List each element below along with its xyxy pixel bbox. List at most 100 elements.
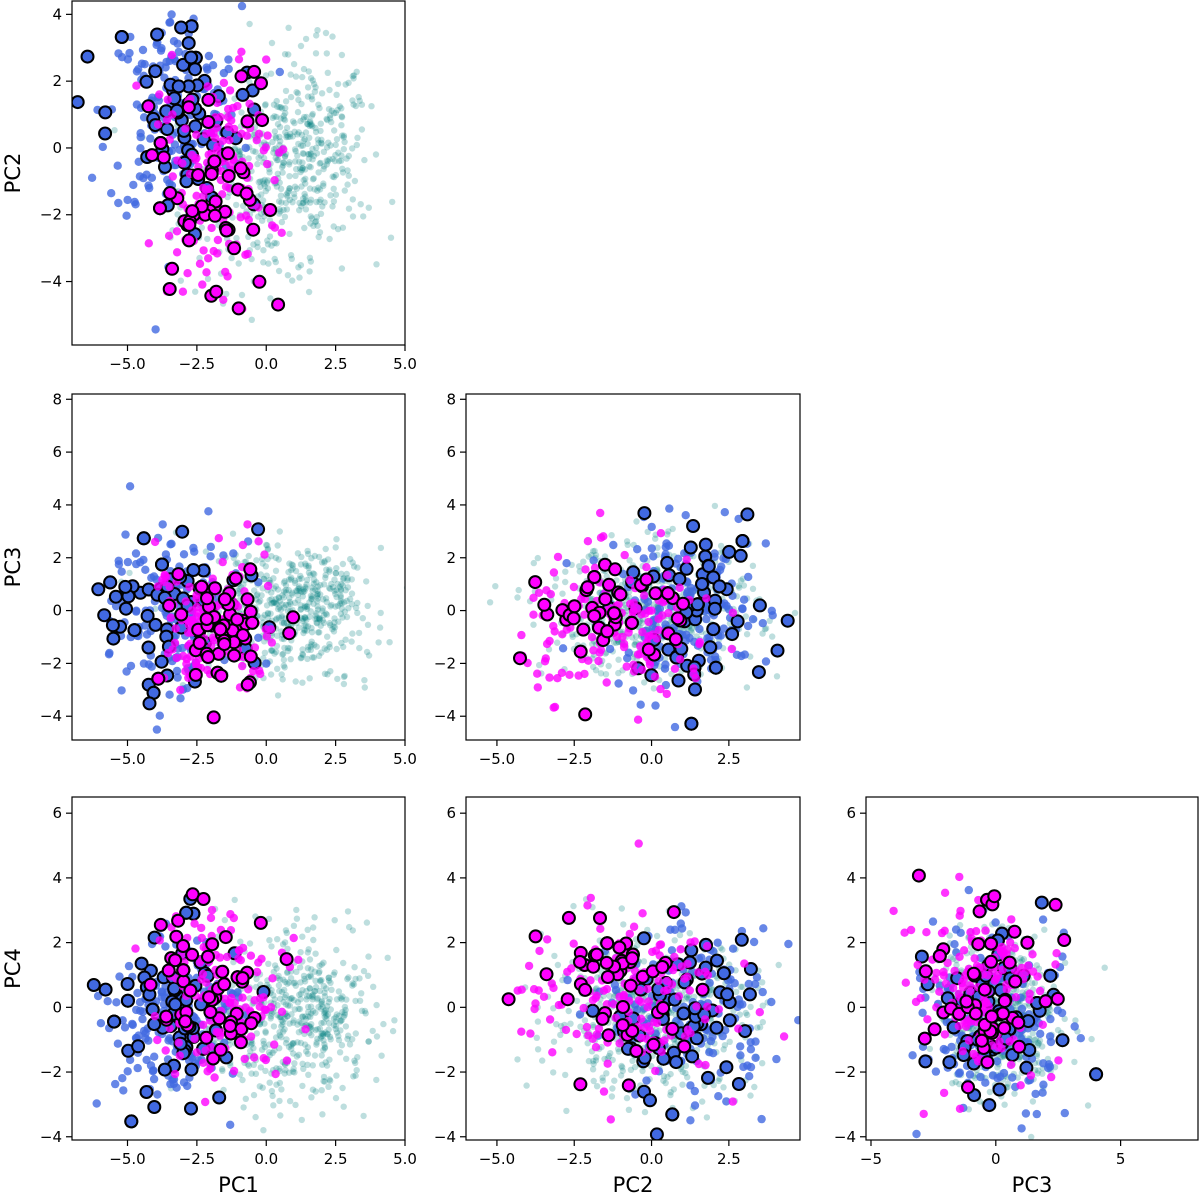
highlighted-point: [191, 168, 206, 182]
data-point: [138, 1014, 147, 1024]
data-point: [330, 223, 337, 230]
data-point: [309, 996, 316, 1003]
data-point: [304, 646, 312, 654]
data-point: [550, 627, 559, 636]
data-point: [326, 235, 333, 243]
data-point: [323, 1015, 330, 1022]
highlighted-point: [240, 114, 255, 129]
data-point: [272, 583, 279, 590]
highlighted-point: [169, 929, 184, 944]
y-tick-label: 0: [52, 139, 62, 157]
data-point: [361, 684, 368, 691]
data-point: [299, 1013, 307, 1020]
data-point: [268, 943, 275, 950]
data-point: [234, 55, 244, 64]
data-point: [289, 199, 296, 206]
data-point: [304, 926, 311, 933]
data-point: [643, 597, 653, 607]
data-point: [314, 1026, 321, 1033]
data-point: [286, 159, 293, 166]
data-point: [549, 703, 558, 712]
data-point: [318, 976, 325, 984]
data-point: [219, 78, 229, 88]
data-point: [117, 567, 126, 576]
highlighted-point: [244, 1016, 259, 1031]
data-point: [309, 654, 316, 661]
data-point: [329, 203, 336, 210]
data-point: [107, 189, 116, 198]
highlighted-point: [670, 611, 685, 626]
data-point: [336, 1049, 344, 1056]
data-point: [326, 619, 333, 627]
data-point: [192, 594, 201, 603]
data-point: [253, 596, 260, 603]
highlighted-point: [730, 614, 745, 629]
data-point: [218, 136, 227, 146]
data-point: [337, 587, 345, 594]
data-point: [262, 1029, 269, 1036]
data-point: [280, 650, 287, 658]
data-point: [737, 577, 745, 584]
data-point: [122, 211, 131, 220]
data-point: [250, 996, 259, 1005]
data-point: [266, 596, 273, 604]
data-point: [288, 1042, 295, 1049]
highlighted-point: [199, 1030, 214, 1045]
data-point: [676, 931, 684, 939]
data-point: [233, 234, 240, 242]
highlighted-point: [171, 567, 186, 582]
data-point: [272, 596, 279, 603]
highlighted-point: [243, 562, 258, 577]
data-point: [670, 722, 680, 732]
data-point: [665, 528, 672, 535]
data-point: [302, 206, 310, 213]
data-point: [349, 213, 357, 220]
data-point: [593, 1083, 601, 1090]
data-point: [291, 194, 298, 201]
data-point: [322, 1009, 329, 1016]
data-point: [339, 132, 346, 139]
data-point: [623, 538, 631, 545]
data-point: [276, 1079, 284, 1087]
data-point: [629, 660, 638, 669]
data-point: [153, 120, 163, 129]
data-point: [275, 198, 283, 205]
data-point: [759, 1018, 766, 1026]
data-point: [759, 1060, 766, 1067]
data-point: [304, 550, 312, 558]
data-point: [304, 120, 311, 128]
data-point: [341, 672, 348, 680]
data-point: [656, 684, 665, 694]
data-point: [339, 224, 347, 231]
data-point: [720, 508, 729, 517]
data-point: [300, 199, 307, 206]
data-point: [638, 627, 647, 637]
data-point: [317, 159, 324, 167]
data-point: [542, 586, 551, 595]
data-point: [332, 141, 339, 149]
highlighted-point: [613, 587, 628, 602]
data-point: [320, 148, 328, 155]
data-point: [316, 616, 323, 623]
data-point: [333, 645, 340, 653]
data-point: [325, 584, 333, 592]
data-point: [280, 206, 287, 214]
highlighted-point: [213, 1042, 228, 1057]
highlighted-point: [684, 716, 699, 731]
data-point: [282, 978, 289, 986]
y-tick-label: 0: [52, 998, 62, 1016]
data-point: [349, 196, 356, 203]
data-point: [562, 559, 571, 568]
data-point: [331, 624, 339, 631]
highlighted-point: [528, 575, 543, 590]
data-point: [320, 596, 327, 603]
highlighted-point: [253, 915, 268, 930]
data-point: [333, 586, 340, 594]
y-tick-label: 2: [52, 549, 62, 567]
data-point: [296, 1018, 303, 1025]
highlighted-point: [722, 544, 737, 559]
data-point: [242, 1095, 249, 1103]
data-point: [144, 239, 153, 248]
data-point: [670, 1086, 677, 1093]
data-point: [240, 1104, 247, 1111]
